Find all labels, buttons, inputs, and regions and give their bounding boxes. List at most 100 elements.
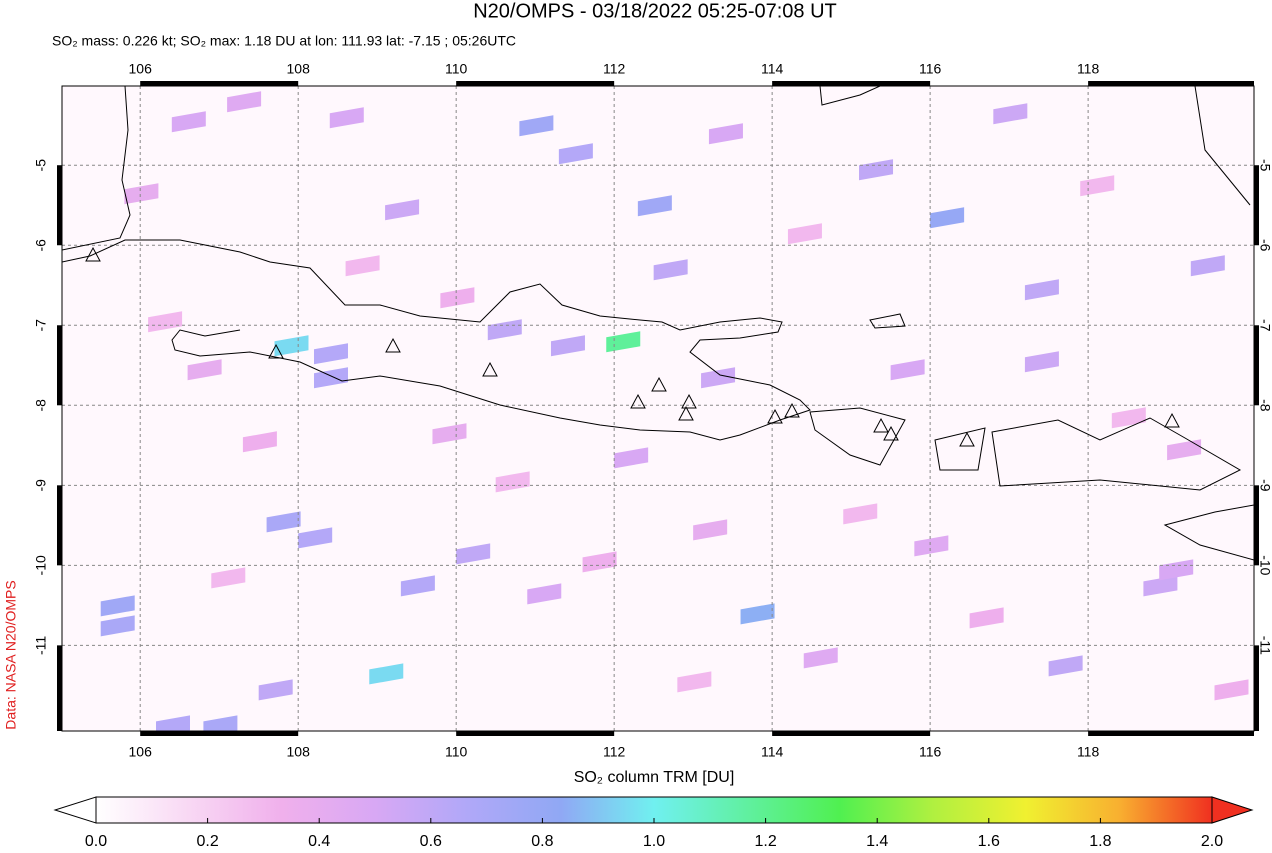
so2-pixel: [527, 583, 562, 605]
so2-pixel: [345, 255, 380, 277]
so2-pixel: [914, 535, 949, 557]
so2-pixel: [677, 671, 712, 693]
volcano: [678, 405, 694, 421]
so2-pixel: [1143, 575, 1178, 597]
y-tick-label-right: -7: [1257, 319, 1272, 332]
so2-pixel: [487, 319, 522, 341]
colorbar-label: SO₂ column TRM [DU]: [574, 769, 735, 786]
so2-pixel: [242, 431, 277, 453]
coastline: [809, 407, 906, 466]
coastlines: [62, 86, 1254, 561]
colorbar-tick-label: 0.2: [196, 833, 218, 850]
so2-pixel: [432, 423, 467, 445]
colorbar-tick-label: 0.8: [531, 833, 553, 850]
colorbar-tick-label: 1.0: [643, 833, 665, 850]
colorbar-tick-label: 1.2: [754, 833, 776, 850]
so2-pixel: [187, 359, 222, 381]
y-tick-label-right: -5: [1257, 159, 1272, 172]
frame-bar: [456, 81, 615, 86]
so2-pixel: [969, 607, 1004, 629]
so2-pixel: [274, 335, 309, 357]
so2-pixel: [440, 287, 475, 309]
title: N20/OMPS - 03/18/2022 05:25-07:08 UT: [473, 0, 837, 22]
so2-pixel: [843, 503, 878, 525]
coastline: [62, 86, 131, 251]
so2-pixel: [313, 343, 348, 365]
so2-pixel: [1048, 655, 1083, 677]
so2-pixel: [227, 91, 262, 113]
so2-pixel: [148, 311, 183, 333]
volcano: [959, 431, 975, 447]
so2-pixel: [550, 335, 585, 357]
so2-pixel: [693, 519, 728, 541]
coastline: [1163, 504, 1254, 561]
so2-pixel: [701, 367, 736, 389]
so2-pixel: [859, 159, 894, 181]
frame-bars: [57, 81, 1259, 736]
frame-bar: [772, 731, 931, 736]
volcano: [385, 337, 401, 353]
so2-pixel: [211, 567, 246, 589]
y-tick-label-left: -5: [33, 159, 49, 172]
so2-pixel: [614, 447, 649, 469]
colorbar-tick-label: 1.6: [978, 833, 1000, 850]
so2-pixel: [637, 195, 672, 217]
coastline: [934, 427, 986, 471]
volcano: [630, 393, 646, 409]
so2-pixel: [329, 107, 364, 129]
x-tick-label-top: 108: [287, 61, 311, 77]
x-tick-label-bottom: 106: [129, 744, 153, 760]
y-tick-label-left: -6: [33, 239, 49, 252]
frame-bar: [57, 325, 62, 406]
so2-pixel: [369, 663, 404, 685]
volcano: [883, 425, 899, 441]
so2-pixel: [203, 715, 238, 731]
pixel-layer: [100, 91, 1249, 731]
so2-pixel: [298, 527, 333, 549]
colorbar-under: [53, 796, 97, 824]
so2-pixel: [100, 595, 135, 617]
coastline: [991, 417, 1242, 491]
x-tick-label-bottom: 116: [919, 744, 942, 760]
y-tick-label-right: -9: [1257, 479, 1272, 492]
volcanoes: [85, 246, 1180, 447]
so2-pixel: [1214, 679, 1249, 701]
volcano: [681, 393, 697, 409]
coastline: [819, 86, 881, 106]
x-tick-label-bottom: 110: [445, 744, 468, 760]
so2-pixel: [258, 679, 293, 701]
so2-pixel: [156, 715, 191, 731]
colorbar: 0.0 0.2 0.4 0.6 0.8 1.0 1.2 1.4 1.6 1.8 2.0: [53, 796, 1254, 850]
grid-layer: [62, 86, 1254, 731]
so2-pixel: [1159, 559, 1194, 581]
so2-pixel: [400, 575, 435, 597]
x-tick-label-bottom: 112: [603, 744, 626, 760]
coastline: [869, 313, 906, 329]
volcano: [482, 361, 498, 377]
x-tick-label-bottom: 118: [1077, 744, 1100, 760]
coastline: [62, 239, 811, 441]
frame-bar: [1088, 731, 1254, 736]
frame-bar: [1254, 645, 1259, 731]
frame-bar: [1254, 485, 1259, 566]
so2-pixel: [171, 111, 206, 133]
frame-bar: [456, 731, 615, 736]
so2-pixel: [1190, 255, 1225, 277]
so2-pixel: [787, 223, 822, 245]
so2-pixel: [930, 207, 965, 229]
so2-pixel: [890, 359, 925, 381]
so2-pixel: [558, 143, 593, 165]
x-tick-label-top: 106: [129, 61, 153, 77]
so2-pixel: [1080, 175, 1115, 197]
x-tick-label-bottom: 108: [287, 744, 311, 760]
so2-pixel: [266, 511, 301, 533]
so2-pixel: [124, 183, 159, 205]
y-tick-label-left: -9: [33, 479, 49, 492]
coastline: [1194, 86, 1251, 206]
colorbar-tick-label: 2.0: [1201, 833, 1223, 850]
so2-pixel: [708, 123, 743, 145]
volcano: [873, 417, 889, 433]
frame-bar: [1088, 81, 1254, 86]
frame-bar: [57, 645, 62, 731]
